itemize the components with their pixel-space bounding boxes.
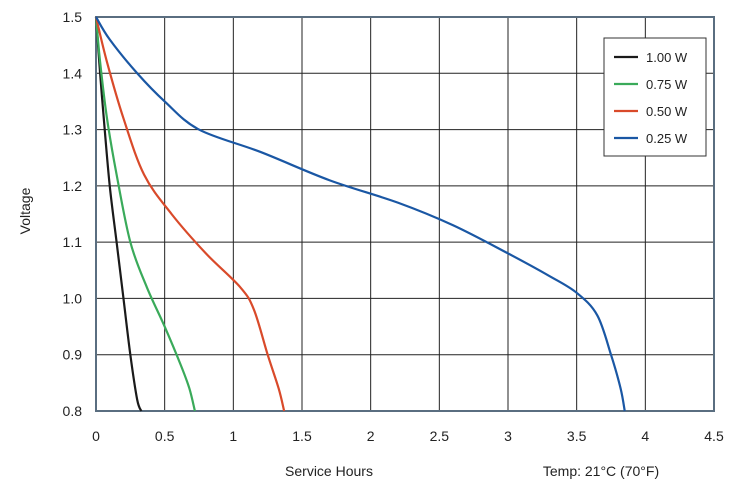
y-tick-label: 0.8 <box>63 403 83 419</box>
x-tick-label: 0.5 <box>155 428 175 444</box>
x-tick-label: 1.5 <box>292 428 312 444</box>
temperature-annotation: Temp: 21°C (70°F) <box>543 463 659 479</box>
y-tick-label: 1.5 <box>63 9 83 25</box>
series-line-0-75-w <box>94 16 196 412</box>
legend-label: 1.00 W <box>646 50 688 65</box>
plot-border <box>95 16 715 412</box>
x-tick-label: 2 <box>367 428 375 444</box>
y-tick-label: 1.1 <box>63 234 83 250</box>
series-line-0-25-w <box>95 16 626 412</box>
x-axis-ticks: 0 0.5 1 1.5 2 2.5 3 3.5 4 4.5 <box>92 428 724 444</box>
x-axis-label: Service Hours <box>285 463 373 479</box>
y-tick-label: 1.0 <box>63 290 83 306</box>
legend-label: 0.25 W <box>646 131 688 146</box>
series-lines <box>94 16 626 412</box>
y-tick-label: 1.2 <box>63 178 83 194</box>
legend-box <box>603 37 707 157</box>
y-axis-label: Voltage <box>17 187 33 234</box>
x-tick-label: 4.5 <box>704 428 724 444</box>
x-tick-label: 2.5 <box>430 428 450 444</box>
y-axis-ticks: 0.8 0.9 1.0 1.1 1.2 1.3 1.4 1.5 <box>63 9 83 419</box>
legend: 1.00 W 0.75 W 0.50 W 0.25 W <box>603 37 707 157</box>
series-line-1-00-w <box>94 16 143 412</box>
legend-label: 0.75 W <box>646 77 688 92</box>
y-tick-label: 1.3 <box>63 122 83 138</box>
y-tick-label: 1.4 <box>63 65 83 81</box>
plot-area <box>95 16 715 412</box>
series-line-0-50-w <box>94 16 286 412</box>
x-tick-label: 0 <box>92 428 100 444</box>
x-tick-label: 4 <box>641 428 649 444</box>
x-tick-label: 1 <box>229 428 237 444</box>
x-tick-label: 3 <box>504 428 512 444</box>
legend-label: 0.50 W <box>646 104 688 119</box>
y-tick-label: 0.9 <box>63 347 83 363</box>
x-tick-label: 3.5 <box>567 428 587 444</box>
